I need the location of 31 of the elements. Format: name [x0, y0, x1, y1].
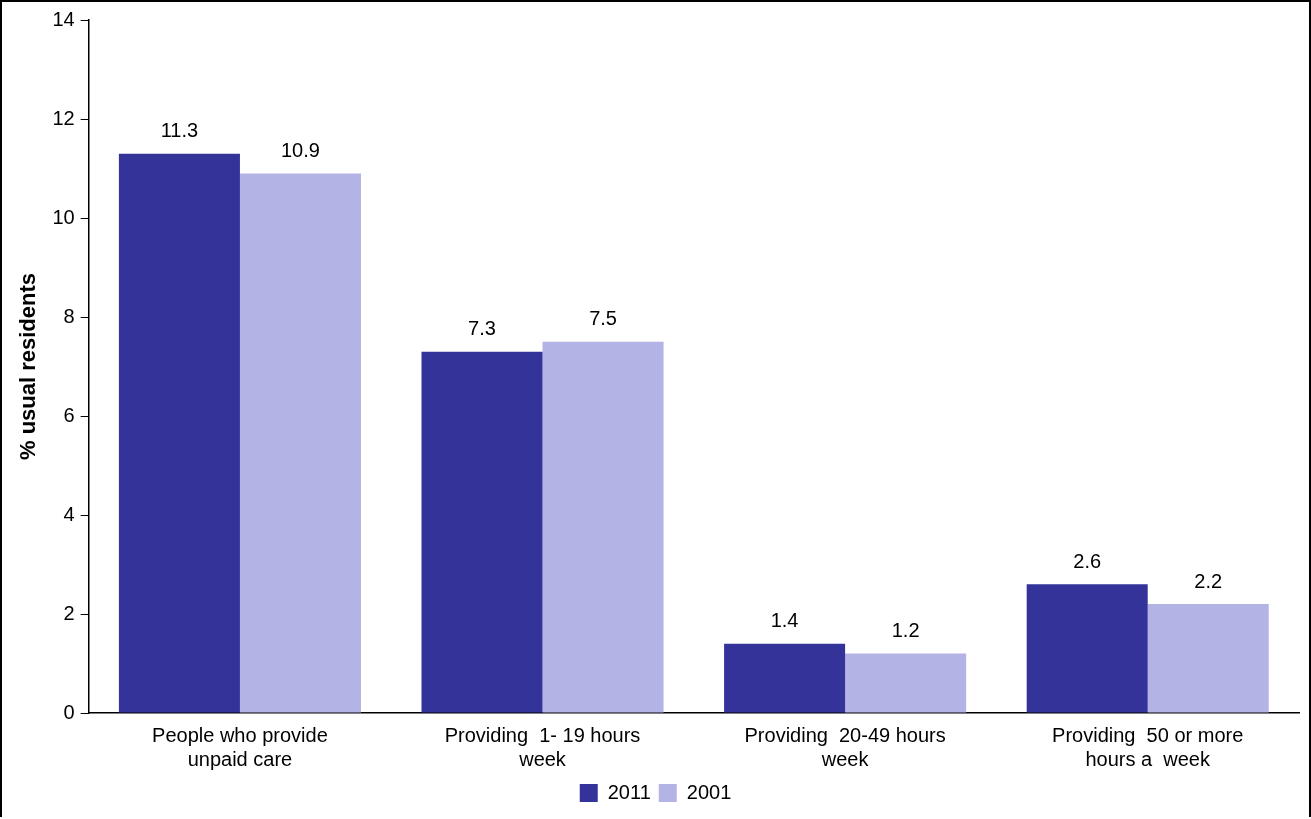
bar [239, 173, 361, 713]
y-tick-label: 10 [52, 205, 75, 228]
data-label: 7.3 [468, 317, 496, 340]
data-label: 7.5 [589, 307, 617, 330]
y-tick-label: 4 [63, 502, 75, 525]
bar [1147, 604, 1269, 713]
y-tick-label: 12 [52, 106, 75, 129]
x-tick-label: Providing 20-49 hours week [744, 723, 946, 770]
x-tick-label: Providing 50 or more hours a week [1052, 723, 1244, 770]
bar [542, 341, 664, 713]
bar [118, 153, 240, 713]
bar [1026, 584, 1148, 713]
bar [421, 351, 543, 713]
data-label: 1.2 [891, 619, 920, 642]
y-tick-label: 8 [63, 304, 75, 327]
legend-label: 2001 [686, 780, 732, 803]
bar [845, 653, 967, 713]
data-label: 1.4 [770, 609, 799, 632]
data-label: 10.9 [280, 138, 320, 161]
data-label: 11.3 [160, 119, 199, 142]
legend-label: 2011 [607, 780, 651, 803]
y-tick-label: 2 [63, 601, 75, 624]
bar [724, 643, 846, 713]
y-axis-title: % usual residents [15, 272, 41, 461]
data-label: 2.6 [1073, 549, 1102, 572]
x-tick-label: People who provide unpaid care [152, 723, 328, 770]
x-tick-label: Providing 1- 19 hours week [444, 723, 641, 770]
data-label: 2.2 [1194, 569, 1223, 592]
y-tick-label: 14 [52, 7, 75, 30]
y-tick-label: 6 [63, 403, 75, 426]
y-tick-label: 0 [63, 700, 75, 723]
